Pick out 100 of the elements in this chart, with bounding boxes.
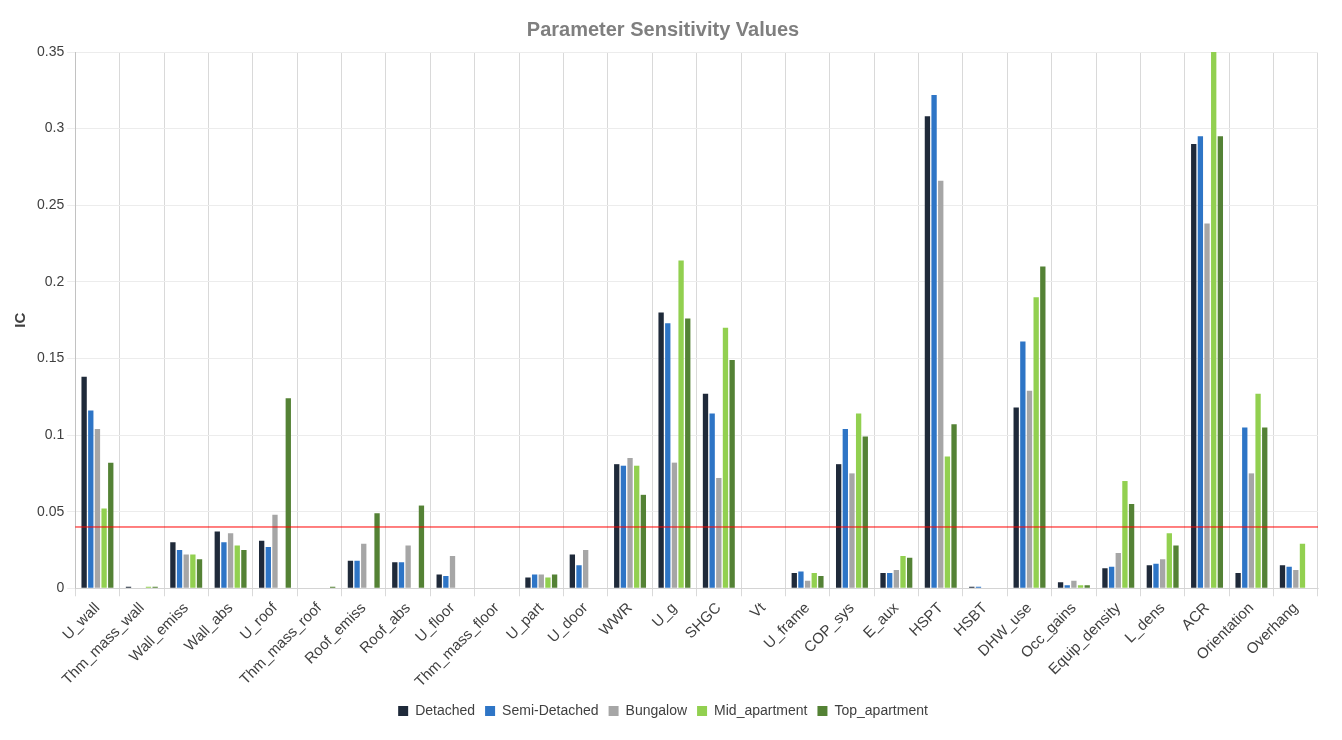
legend-label: Semi-Detached (502, 701, 599, 718)
bar (855, 413, 862, 588)
bar (1173, 545, 1179, 588)
bar (1040, 266, 1046, 588)
y-tick-label: 0.35 (37, 42, 65, 59)
y-tick-label: 0.2 (44, 272, 65, 289)
legend-label: Bungalow (625, 701, 688, 718)
y-tick-label: 0.25 (37, 196, 65, 213)
bar (665, 323, 671, 588)
bar (640, 494, 647, 588)
bar (862, 436, 868, 588)
bar (1153, 563, 1159, 588)
bar (951, 424, 957, 588)
bar (1122, 481, 1128, 588)
bar (576, 565, 582, 588)
bar (1166, 533, 1172, 588)
bar (285, 398, 291, 588)
bar (1197, 136, 1204, 588)
bar (347, 560, 354, 588)
bar (1057, 582, 1064, 588)
x-tick-label: U_g (647, 598, 680, 631)
bar (392, 562, 398, 588)
bar (907, 557, 913, 588)
bar (658, 312, 664, 588)
bar (893, 569, 900, 588)
bar (798, 571, 804, 588)
bar (880, 572, 886, 588)
bar (545, 577, 551, 588)
bar (227, 533, 234, 588)
bar (1020, 341, 1026, 588)
bar (1191, 143, 1197, 588)
bar (709, 413, 715, 588)
bar (241, 549, 247, 588)
bar (671, 462, 678, 588)
bar (361, 543, 367, 588)
bar (1279, 565, 1286, 588)
bar (887, 572, 893, 588)
bar (354, 560, 360, 588)
bar (1204, 223, 1210, 588)
chart-title: Parameter Sensitivity Values (526, 17, 800, 40)
bar (214, 531, 220, 588)
bar (108, 462, 114, 588)
bar (405, 545, 411, 588)
bar (398, 562, 405, 588)
bar (835, 464, 842, 588)
bar (234, 545, 240, 588)
bar (849, 473, 855, 588)
bar (418, 505, 425, 588)
bar (81, 376, 87, 588)
bar (1071, 580, 1077, 588)
bar (443, 576, 449, 588)
bar (729, 359, 735, 588)
bar (1084, 585, 1090, 588)
bar (221, 542, 227, 588)
y-axis-title: IC (11, 312, 29, 328)
bar (627, 458, 633, 588)
bar (900, 556, 906, 588)
bar (190, 554, 196, 588)
bar (1293, 569, 1299, 588)
legend-label: Detached (415, 701, 476, 718)
y-tick-label: 0 (56, 579, 65, 596)
y-tick-label: 0.3 (44, 119, 65, 136)
bar (944, 456, 951, 588)
bar (259, 540, 265, 588)
bar (1108, 566, 1115, 588)
bar (1033, 297, 1039, 588)
bar (272, 514, 278, 588)
bar (101, 508, 107, 588)
bar (1242, 427, 1248, 588)
bar (1026, 390, 1033, 588)
bar (791, 572, 797, 588)
bar (449, 556, 456, 588)
bar (716, 477, 722, 588)
bar (634, 465, 640, 588)
bar (678, 260, 684, 588)
bar (931, 94, 937, 588)
bar (842, 428, 848, 588)
bar (88, 410, 94, 588)
bar (804, 580, 811, 588)
bar (722, 327, 729, 588)
y-tick-label: 0.1 (44, 425, 65, 442)
bar (1217, 136, 1224, 588)
bar (183, 554, 189, 588)
bar (196, 559, 203, 588)
bar (436, 574, 442, 588)
bar (1064, 585, 1070, 588)
bar (811, 572, 817, 588)
bar (1248, 473, 1255, 588)
bar (569, 554, 576, 588)
bar (1262, 427, 1268, 588)
bar (94, 428, 101, 588)
bar (938, 180, 944, 588)
bar (551, 574, 558, 588)
bar (1255, 393, 1261, 588)
bar (1299, 543, 1306, 588)
bar (525, 577, 531, 588)
bar (1235, 572, 1241, 588)
bar (538, 574, 544, 588)
y-tick-label: 0.15 (37, 349, 65, 366)
bar (1102, 568, 1108, 588)
